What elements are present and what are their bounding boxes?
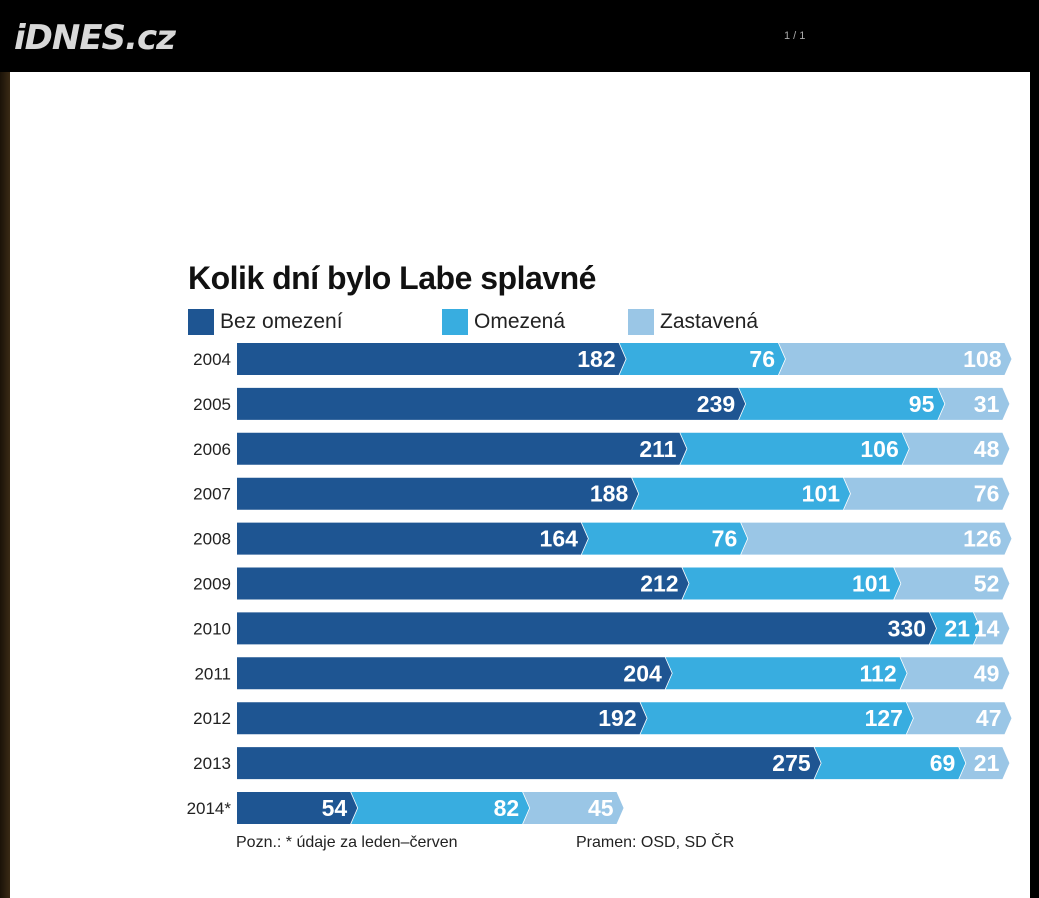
data-label: 76: [712, 526, 738, 552]
data-label: 21: [974, 750, 1000, 776]
legend-item-zastavena: Zastavená: [628, 308, 758, 336]
data-label: 47: [976, 705, 1002, 731]
bar-segment: [905, 702, 1012, 735]
data-label: 204: [623, 660, 662, 686]
bar-segment: [237, 702, 647, 735]
bar-segment: [237, 432, 687, 465]
bar-segment: [740, 522, 1012, 555]
year-label: 2014*: [187, 799, 232, 818]
bar-segment: [237, 522, 588, 555]
data-label: 21: [944, 615, 970, 641]
year-label: 2013: [193, 754, 231, 773]
bar-segment: [958, 747, 1010, 780]
bar-segment: [237, 387, 746, 420]
year-label: 2010: [193, 619, 231, 638]
page-counter: 1 / 1: [784, 30, 806, 42]
site-logo[interactable]: iDNES.cz: [14, 18, 176, 58]
chart-title: Kolik dní bylo Labe splavné: [188, 260, 596, 296]
chart-source: Pramen: OSD, SD ČR: [576, 834, 735, 851]
data-label: 127: [865, 705, 903, 731]
bar-segment: [350, 792, 530, 824]
year-label: 2009: [193, 575, 231, 594]
bar-segment: [664, 657, 907, 690]
bar-segment: [901, 432, 1010, 465]
data-label: 49: [974, 660, 1000, 686]
data-label: 31: [974, 391, 1000, 417]
bar-segment: [237, 792, 358, 824]
bar-segment: [893, 567, 1010, 600]
legend-label: Omezená: [474, 310, 566, 333]
bar-segment: [639, 702, 913, 735]
data-label: 76: [749, 346, 775, 372]
year-label: 2012: [193, 709, 231, 728]
data-label: 211: [639, 436, 676, 462]
data-label: 95: [909, 391, 935, 417]
bar-segment: [929, 612, 981, 645]
year-label: 2011: [194, 664, 231, 683]
data-label: 101: [852, 571, 891, 597]
data-label: 192: [598, 705, 636, 731]
legend-swatch: [628, 309, 654, 335]
bar-segment: [843, 477, 1010, 510]
data-label: 112: [860, 660, 897, 686]
legend-item-omezena: Omezená: [442, 308, 565, 336]
data-label: 76: [974, 481, 1000, 507]
data-label: 188: [590, 481, 629, 507]
bar-segment: [778, 343, 1012, 375]
legend-label: Bez omezení: [220, 310, 343, 333]
bar-segment: [937, 387, 1010, 420]
data-label: 182: [577, 346, 615, 372]
year-label: 2006: [193, 440, 231, 459]
data-label: 14: [974, 615, 1000, 641]
year-label: 2004: [193, 350, 231, 369]
data-label: 239: [697, 391, 735, 417]
data-label: 330: [888, 615, 926, 641]
bar-segment: [237, 747, 821, 780]
data-label: 108: [963, 346, 1002, 372]
data-label: 54: [322, 795, 348, 821]
legend-swatch: [442, 309, 468, 335]
bar-segment: [973, 612, 1010, 645]
bar-segment: [237, 612, 937, 645]
year-label: 2005: [193, 395, 231, 414]
top-bar: iDNES.cz 1 / 1: [0, 0, 1039, 72]
bar-segment: [580, 522, 748, 555]
data-label: 212: [640, 571, 678, 597]
data-label: 275: [772, 750, 811, 776]
data-label: 106: [860, 436, 898, 462]
bar-segment: [237, 567, 689, 600]
bar-segment: [681, 567, 901, 600]
data-label: 126: [963, 526, 1001, 552]
bar-segment: [738, 387, 945, 420]
data-label: 82: [494, 795, 520, 821]
data-label: 52: [974, 571, 1000, 597]
chart-note: Pozn.: * údaje za leden–červen: [236, 834, 458, 851]
data-label: 164: [540, 526, 579, 552]
legend-swatch: [188, 309, 214, 335]
year-label: 2007: [193, 485, 231, 504]
legend-item-bez-omezeni: Bez omezení: [188, 308, 343, 336]
bar-segment: [522, 792, 624, 824]
bar-segment: [813, 747, 966, 780]
left-border: [0, 72, 10, 898]
data-label: 48: [974, 436, 1000, 462]
bar-segment: [237, 657, 672, 690]
right-border: [1030, 72, 1039, 898]
bar-segment: [631, 477, 851, 510]
bar-segment: [679, 432, 909, 465]
bar-segment: [237, 343, 626, 375]
data-label: 45: [588, 795, 614, 821]
bar-segment: [899, 657, 1010, 690]
legend-label: Zastavená: [660, 310, 759, 333]
data-label: 69: [930, 750, 956, 776]
year-label: 2008: [193, 530, 231, 549]
bar-segment: [618, 343, 786, 375]
bar-segment: [237, 477, 639, 510]
data-label: 101: [802, 481, 841, 507]
